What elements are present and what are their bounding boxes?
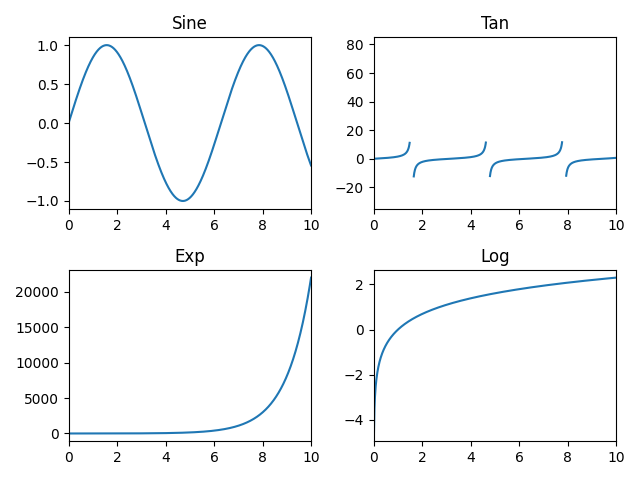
Title: Tan: Tan [481,15,509,33]
Title: Log: Log [480,248,510,265]
Title: Sine: Sine [172,15,208,33]
Title: Exp: Exp [175,248,205,265]
